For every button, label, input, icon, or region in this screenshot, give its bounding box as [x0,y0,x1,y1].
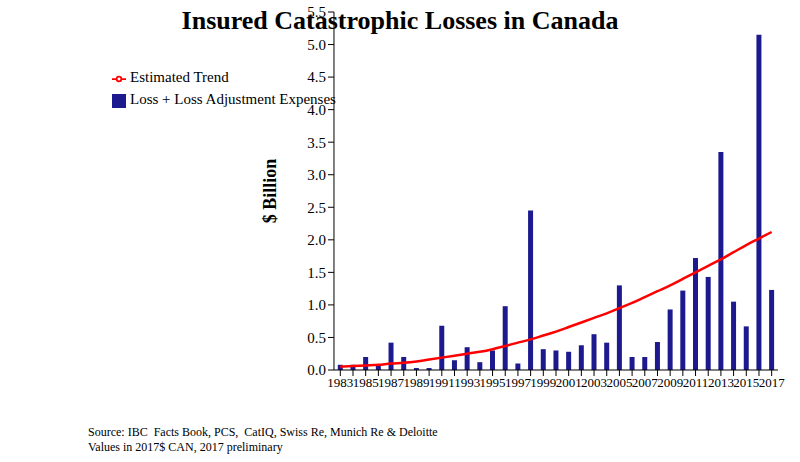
svg-text:1995: 1995 [480,375,506,390]
svg-text:1.0: 1.0 [307,297,326,313]
svg-text:1985: 1985 [353,375,379,390]
svg-text:5.0: 5.0 [307,37,326,53]
svg-text:2015: 2015 [733,375,759,390]
svg-text:1991: 1991 [429,375,455,390]
svg-text:1999: 1999 [530,375,556,390]
svg-text:1987: 1987 [378,375,405,390]
svg-text:2001: 2001 [556,375,582,390]
svg-text:3.0: 3.0 [307,167,326,183]
svg-text:3.5: 3.5 [307,135,326,151]
svg-text:1997: 1997 [505,375,532,390]
svg-text:4.0: 4.0 [307,102,326,118]
svg-text:2007: 2007 [632,375,659,390]
svg-text:1.5: 1.5 [307,265,326,281]
svg-text:1983: 1983 [327,375,353,390]
svg-text:2003: 2003 [581,375,607,390]
svg-text:2005: 2005 [606,375,632,390]
svg-text:4.5: 4.5 [307,69,326,85]
svg-text:2.5: 2.5 [307,200,326,216]
svg-text:$ Billion: $ Billion [260,159,280,224]
svg-text:2017: 2017 [759,375,786,390]
svg-text:2.0: 2.0 [307,232,326,248]
svg-text:5.5: 5.5 [307,4,326,20]
svg-text:1989: 1989 [403,375,429,390]
svg-text:1993: 1993 [454,375,480,390]
svg-text:0.5: 0.5 [307,330,326,346]
svg-text:2011: 2011 [683,375,709,390]
svg-text:2013: 2013 [708,375,734,390]
svg-text:2009: 2009 [657,375,683,390]
svg-text:0.0: 0.0 [307,362,326,378]
